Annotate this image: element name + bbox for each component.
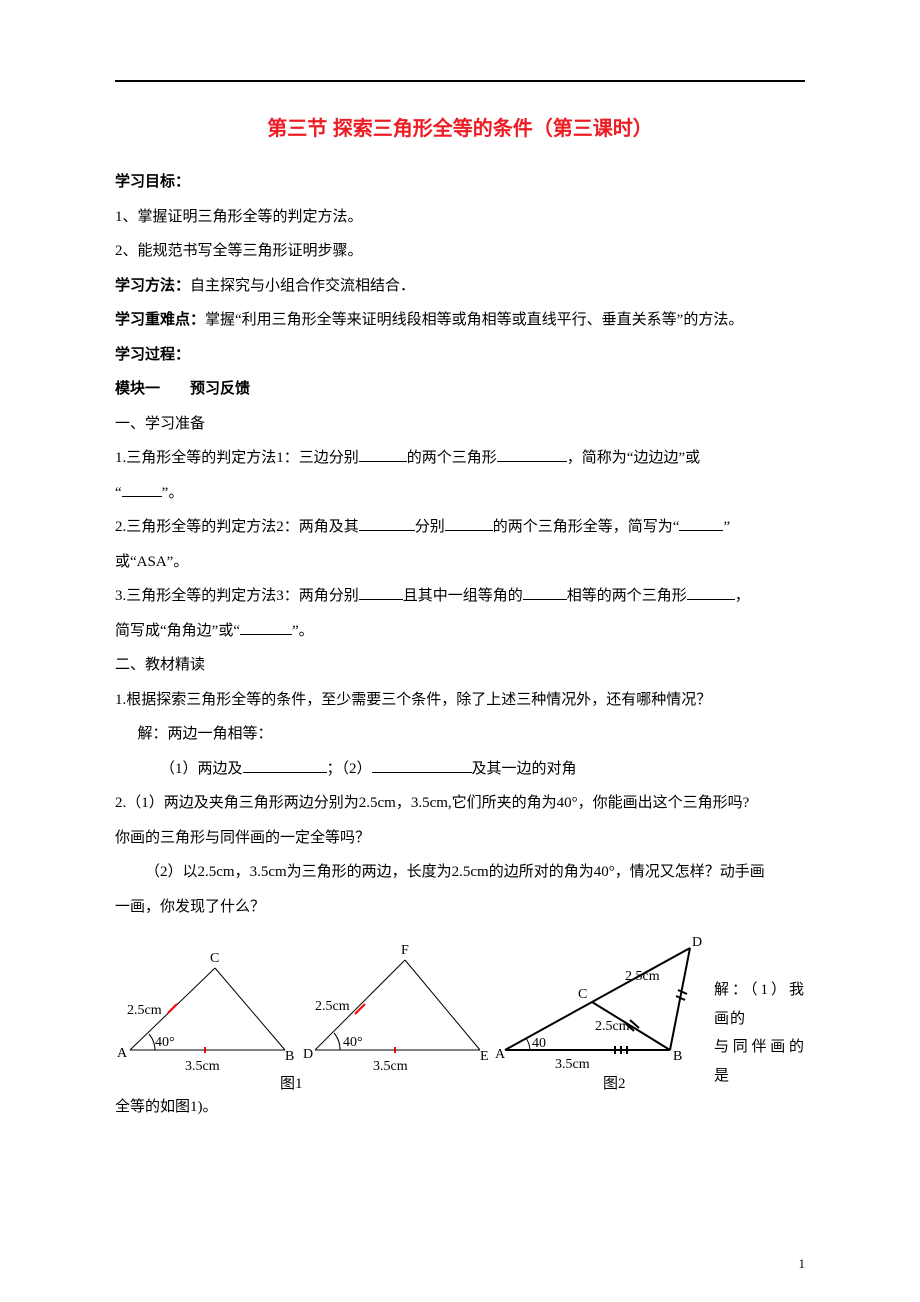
method-line: 学习方法：自主探究与小组合作交流相结合．: [115, 269, 805, 304]
svg-text:B: B: [673, 1049, 682, 1064]
q1-line2: “”。: [115, 476, 805, 511]
svg-text:E: E: [480, 1049, 489, 1064]
page-title: 第三节 探索三角形全等的条件（第三课时）: [115, 112, 805, 141]
prep-heading: 一、学习准备: [115, 407, 805, 442]
read-q2-line2: 你画的三角形与同伴画的一定全等吗？: [115, 821, 805, 856]
svg-text:2.5cm: 2.5cm: [315, 999, 350, 1014]
read-q1-ans: 解：两边一角相等：: [115, 717, 805, 752]
page-number: 1: [799, 1256, 806, 1272]
svg-text:图2: 图2: [603, 1075, 626, 1090]
top-rule: [115, 80, 805, 82]
read-q1-sub: （1）两边及；（2）及其一边的对角: [115, 752, 805, 787]
q2-line2: 或“ASA”。: [115, 545, 805, 580]
svg-text:2.5cm: 2.5cm: [625, 969, 660, 984]
figure-1: A B C 2.5cm 40° 3.5cm D E F 2.5cm 40° 3.…: [115, 930, 495, 1090]
goals-heading: 学习目标：: [115, 165, 805, 200]
svg-text:C: C: [210, 951, 219, 966]
svg-text:B: B: [285, 1049, 294, 1064]
svg-text:3.5cm: 3.5cm: [555, 1057, 590, 1072]
figure-row: A B C 2.5cm 40° 3.5cm D E F 2.5cm 40° 3.…: [115, 930, 805, 1090]
module1-heading: 模块一 预习反馈: [115, 372, 805, 407]
q3-line1: 3.三角形全等的判定方法3：两角分别且其中一组等角的相等的两个三角形，: [115, 579, 805, 614]
solution-tail-2: 全等的如图1)。: [115, 1090, 805, 1125]
read-q1: 1.根据探索三角形全等的条件，至少需要三个条件，除了上述三种情况外，还有哪种情况…: [115, 683, 805, 718]
svg-text:A: A: [495, 1047, 506, 1062]
figure-2: A B C D 2.5cm 2.5cm 40 3.5cm 图2: [495, 930, 710, 1090]
svg-text:2.5cm: 2.5cm: [127, 1003, 162, 1018]
read-heading: 二、教材精读: [115, 648, 805, 683]
read-q2-line3: （2）以2.5cm，3.5cm为三角形的两边，长度为2.5cm的边所对的角为40…: [115, 855, 805, 890]
process-heading: 学习过程：: [115, 338, 805, 373]
svg-text:40°: 40°: [343, 1035, 363, 1050]
q3-line2: 简写成“角角边”或“”。: [115, 614, 805, 649]
q1-line1: 1.三角形全等的判定方法1：三边分别的两个三角形，简称为“边边边”或: [115, 441, 805, 476]
svg-text:40: 40: [532, 1036, 546, 1051]
read-q2-line4: 一画，你发现了什么？: [115, 890, 805, 925]
svg-text:图1: 图1: [280, 1075, 303, 1090]
q2-line1: 2.三角形全等的判定方法2：两角及其分别的两个三角形全等，简写为“”: [115, 510, 805, 545]
goal-1: 1、掌握证明三角形全等的判定方法。: [115, 200, 805, 235]
svg-text:D: D: [692, 935, 702, 950]
svg-text:A: A: [117, 1046, 128, 1061]
svg-text:C: C: [578, 987, 587, 1002]
goal-2: 2、能规范书写全等三角形证明步骤。: [115, 234, 805, 269]
svg-text:F: F: [401, 943, 409, 958]
svg-text:40°: 40°: [155, 1035, 175, 1050]
svg-text:3.5cm: 3.5cm: [373, 1059, 408, 1074]
solution-tail: 解：（1）我画的 与同伴画的是: [714, 976, 805, 1090]
read-q2-line1: 2.（1）两边及夹角三角形两边分别为2.5cm，3.5cm,它们所夹的角为40°…: [115, 786, 805, 821]
svg-text:2.5cm: 2.5cm: [595, 1019, 630, 1034]
svg-text:D: D: [303, 1047, 313, 1062]
svg-text:3.5cm: 3.5cm: [185, 1059, 220, 1074]
difficulty-line: 学习重难点：掌握“利用三角形全等来证明线段相等或角相等或直线平行、垂直关系等”的…: [115, 303, 805, 338]
